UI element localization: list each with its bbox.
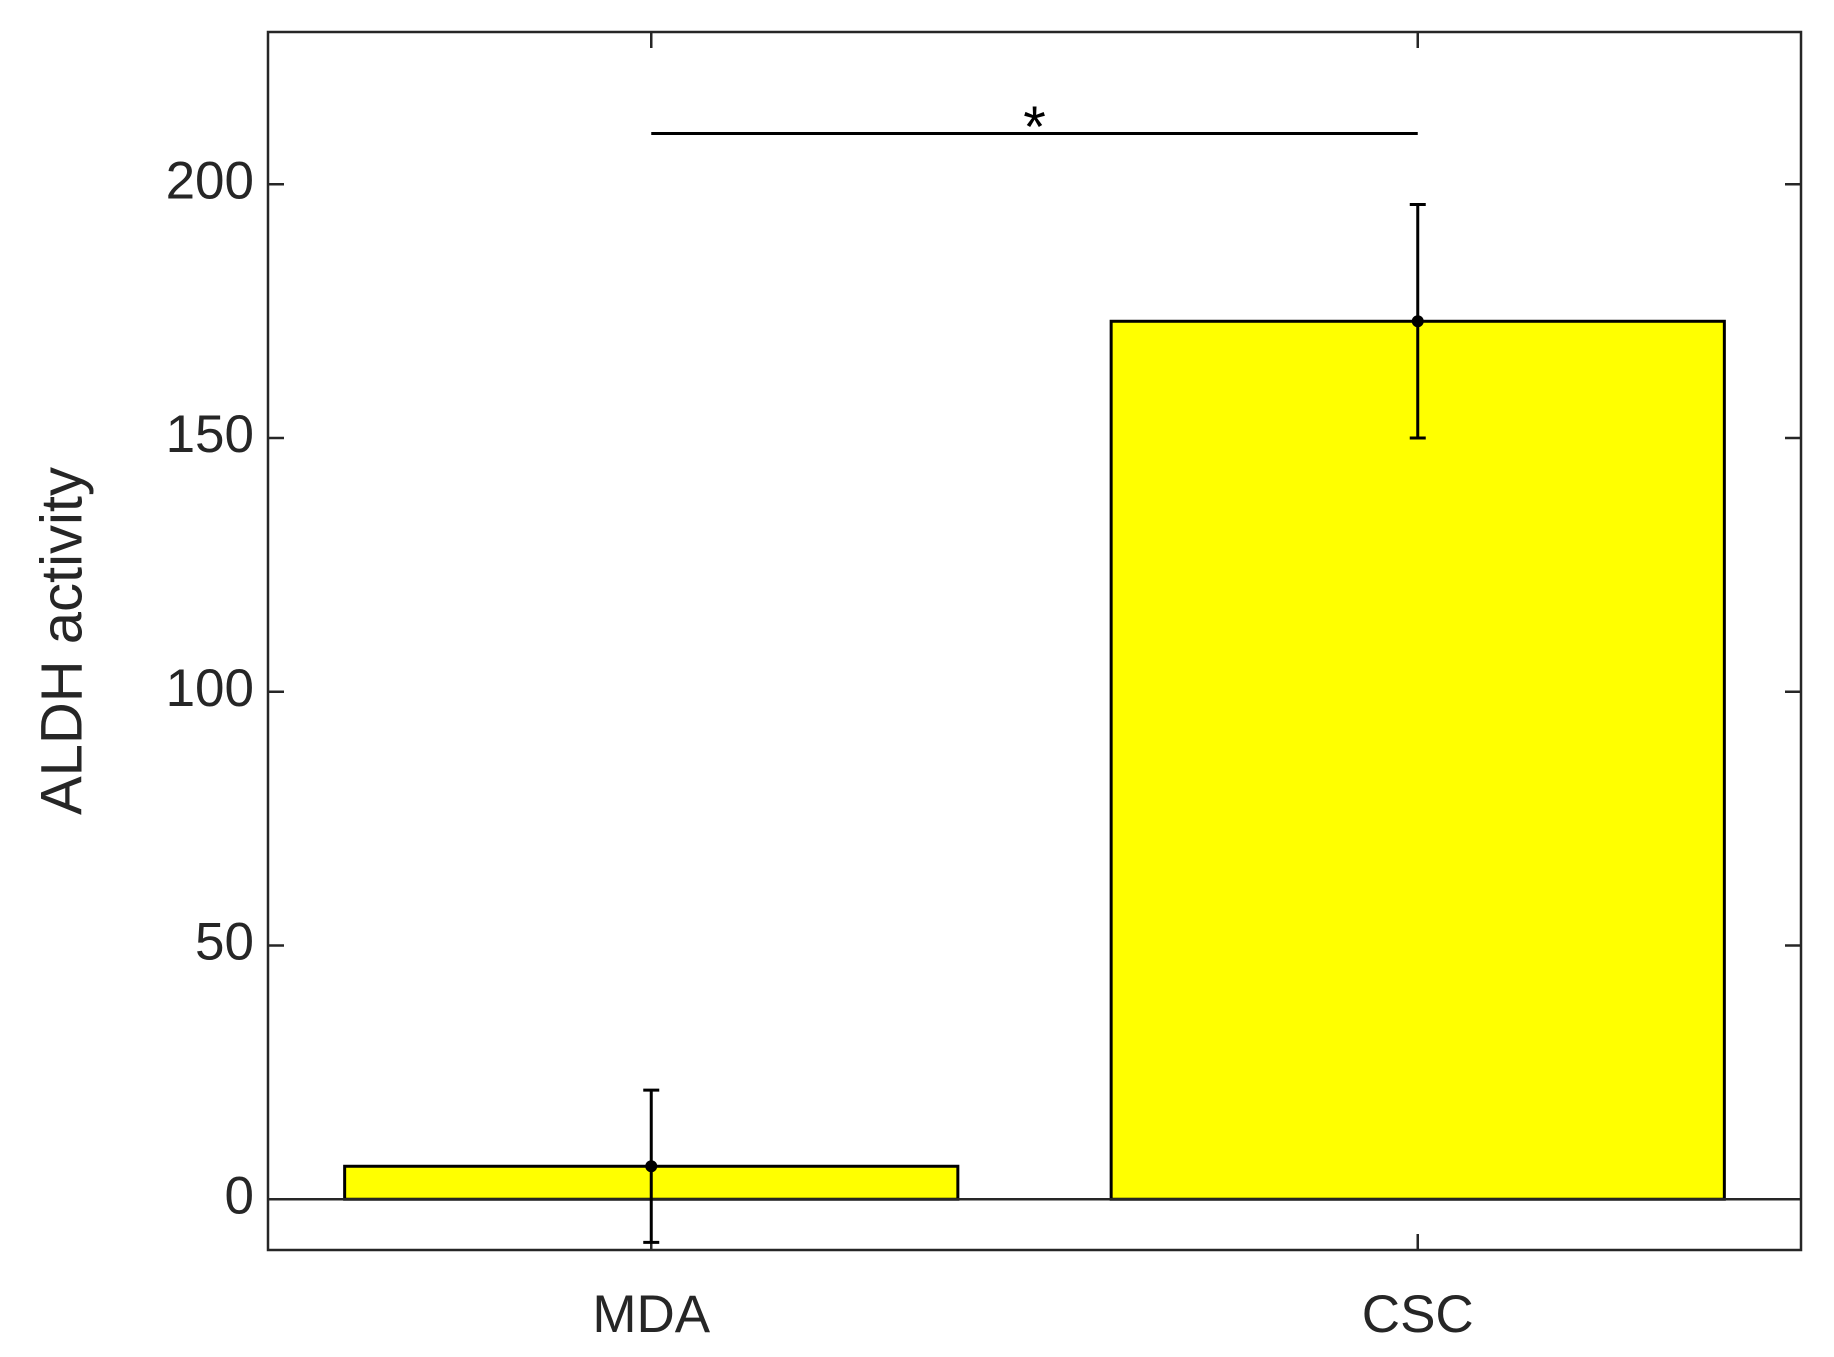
significance-label: * (1023, 95, 1046, 160)
mean-dot (1411, 315, 1424, 328)
bar (1109, 319, 1726, 1201)
y-tick-label: 200 (166, 151, 254, 210)
x-tick-label: MDA (592, 1285, 710, 1344)
y-axis-label: ALDH activity (29, 467, 94, 815)
axes-box (266, 30, 1803, 1252)
y-tick-label: 50 (195, 913, 254, 972)
x-tick-label: CSC (1362, 1285, 1474, 1344)
mean-dot (645, 1160, 658, 1173)
y-tick-label: 0 (225, 1166, 254, 1225)
y-tick-label: 150 (166, 405, 254, 464)
y-tick-label: 100 (166, 659, 254, 718)
